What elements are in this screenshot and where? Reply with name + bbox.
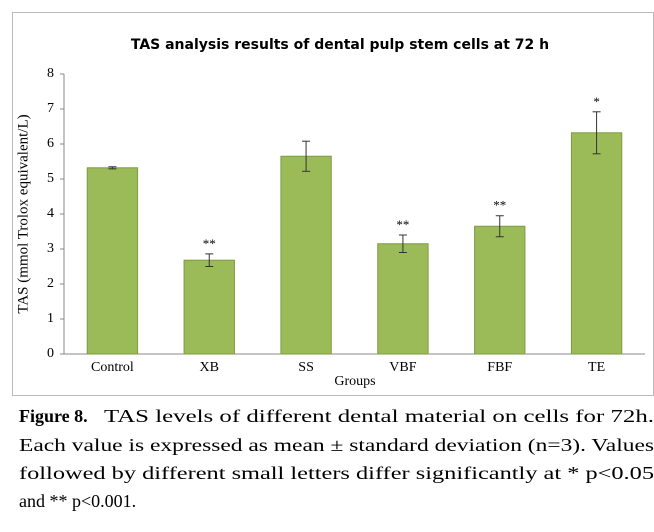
- y-tick-label: 0: [47, 346, 54, 361]
- x-tick-label: SS: [298, 360, 314, 375]
- y-tick-label: 8: [47, 66, 54, 81]
- y-tick-label: 2: [47, 276, 54, 291]
- x-tick-label: FBF: [487, 360, 512, 375]
- significance-label: **: [203, 236, 216, 251]
- error-bar: [108, 166, 117, 170]
- significance-label: *: [593, 94, 600, 109]
- caption-line: followed by different small letters diff…: [19, 463, 654, 483]
- error-bar: [302, 140, 311, 172]
- error-bar: [495, 215, 504, 238]
- y-tick-label: 1: [47, 311, 54, 326]
- bar: [474, 225, 526, 355]
- x-axis-label: Groups: [334, 374, 375, 389]
- x-tick-label: VBF: [389, 360, 416, 375]
- caption-line: Each value is expressed as mean ± standa…: [19, 435, 654, 456]
- y-axis-label: TAS (mmol Trolox equivalent/L): [15, 114, 31, 313]
- caption-line: TAS levels of different dental material …: [104, 406, 654, 426]
- bar: [86, 167, 139, 355]
- bar: [280, 155, 332, 355]
- x-tick-label: Control: [91, 360, 134, 375]
- error-bar: [205, 253, 214, 267]
- significance-label: **: [493, 198, 506, 213]
- caption-line: and ** p<0.001.: [19, 491, 136, 511]
- y-tick-label: 4: [47, 206, 54, 221]
- y-tick-label: 7: [47, 101, 54, 116]
- bar: [570, 132, 623, 355]
- y-tick-label: 6: [47, 136, 54, 151]
- caption-label: Figure 8.: [19, 406, 88, 426]
- chart-title: TAS analysis results of dental pulp stem…: [131, 37, 549, 53]
- significance-label: **: [396, 217, 409, 232]
- x-tick-label: XB: [200, 360, 219, 375]
- bar: [377, 243, 429, 355]
- y-tick-label: 5: [47, 171, 54, 186]
- y-tick-label: 3: [47, 241, 54, 256]
- x-tick-label: TE: [588, 360, 605, 375]
- error-bar: [398, 234, 407, 253]
- error-bar: [592, 111, 601, 155]
- bar: [183, 259, 235, 355]
